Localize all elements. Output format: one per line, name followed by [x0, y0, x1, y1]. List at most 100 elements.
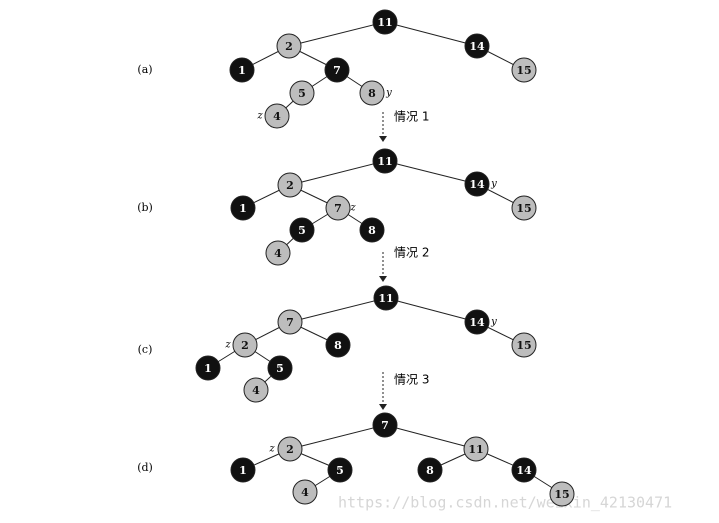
tree-node [464, 171, 490, 197]
node-label: 7 [334, 202, 342, 215]
tree-node [463, 436, 489, 462]
node-label: 15 [516, 202, 531, 215]
node-label: 4 [274, 247, 282, 260]
case-label: 情况 2 [394, 246, 429, 260]
tree-node [289, 80, 315, 106]
case-label: 情况 3 [394, 373, 429, 387]
case-arrowhead [379, 136, 387, 142]
node-label: 14 [469, 316, 485, 329]
node-label: 2 [241, 339, 249, 352]
tree-node [277, 309, 303, 335]
tree-node [511, 332, 537, 358]
tree-node [277, 436, 303, 462]
edge [289, 424, 386, 450]
panel-label: (a) [137, 63, 152, 76]
node-label: 8 [426, 464, 434, 477]
node-label: 14 [469, 178, 485, 191]
node-label: 15 [516, 64, 531, 77]
node-annotation: y [490, 179, 497, 190]
tree-node [464, 33, 490, 59]
panel-label: (b) [137, 201, 153, 214]
panel-label: (c) [138, 343, 153, 356]
tree-node [327, 457, 353, 483]
node-label: 4 [273, 110, 281, 123]
tree-node [232, 332, 258, 358]
node-label: 8 [368, 87, 376, 100]
case-arrowhead [379, 276, 387, 282]
tree-node [229, 57, 255, 83]
tree-node [264, 103, 290, 129]
tree-node [464, 309, 490, 335]
node-label: 11 [468, 443, 483, 456]
tree-node [372, 9, 398, 35]
tree-node [511, 457, 537, 483]
tree-node [325, 332, 351, 358]
case-label: 情况 1 [394, 110, 429, 124]
panel-label: (d) [137, 461, 153, 474]
node-label: 2 [286, 443, 294, 456]
tree-node [243, 377, 269, 403]
tree-node [276, 33, 302, 59]
edge [384, 21, 478, 47]
tree-node [324, 57, 350, 83]
node-label: 5 [336, 464, 344, 477]
tree-node [372, 148, 398, 174]
node-label: 4 [252, 384, 260, 397]
node-annotation: z [268, 444, 275, 455]
tree-node [359, 80, 385, 106]
node-label: 11 [377, 16, 392, 29]
node-label: 15 [516, 339, 531, 352]
tree-panel: (d)72 111 5 8 144 15z [137, 412, 575, 507]
edge [289, 160, 386, 186]
node-label: 2 [285, 40, 293, 53]
node-label: 4 [301, 486, 309, 499]
watermark: https://blog.csdn.net/weixin_42130471 [338, 494, 672, 512]
tree-node [549, 481, 575, 507]
node-label: 8 [368, 224, 376, 237]
edge [384, 424, 477, 450]
edge [384, 160, 478, 185]
tree-node [511, 195, 537, 221]
node-label: 7 [286, 316, 294, 329]
node-annotation: y [385, 88, 392, 99]
node-label: 5 [298, 224, 306, 237]
node-annotation: y [490, 317, 497, 328]
node-label: 5 [298, 87, 306, 100]
node-label: 5 [276, 362, 284, 375]
tree-node [373, 285, 399, 311]
node-label: 7 [381, 419, 389, 432]
tree-node [267, 355, 293, 381]
node-label: 1 [239, 464, 247, 477]
node-label: 1 [239, 202, 247, 215]
node-label: 2 [286, 179, 294, 192]
tree-node [277, 172, 303, 198]
edge [288, 21, 386, 47]
tree-node [372, 412, 398, 438]
edge [385, 297, 478, 323]
node-label: 1 [238, 64, 246, 77]
tree-node [359, 217, 385, 243]
node-label: 15 [554, 488, 569, 501]
tree-node [265, 240, 291, 266]
node-label: 14 [469, 40, 485, 53]
edge [289, 297, 387, 323]
node-label: 11 [377, 155, 392, 168]
node-label: 1 [204, 362, 212, 375]
node-label: 8 [334, 339, 342, 352]
tree-node [292, 479, 318, 505]
tree-node [230, 195, 256, 221]
node-label: 7 [333, 64, 341, 77]
node-annotation: z [256, 111, 263, 122]
tree-node [417, 457, 443, 483]
tree-node [325, 195, 351, 221]
node-label: 14 [516, 464, 532, 477]
tree-node [511, 57, 537, 83]
node-annotation: z [224, 340, 231, 351]
tree-node [289, 217, 315, 243]
tree-panel: (b) 11 2 14 1 7 15 5 8 4 z y 情况 2 [137, 148, 537, 282]
case-arrowhead [379, 404, 387, 410]
tree-node [230, 457, 256, 483]
node-annotation: z [349, 203, 356, 214]
